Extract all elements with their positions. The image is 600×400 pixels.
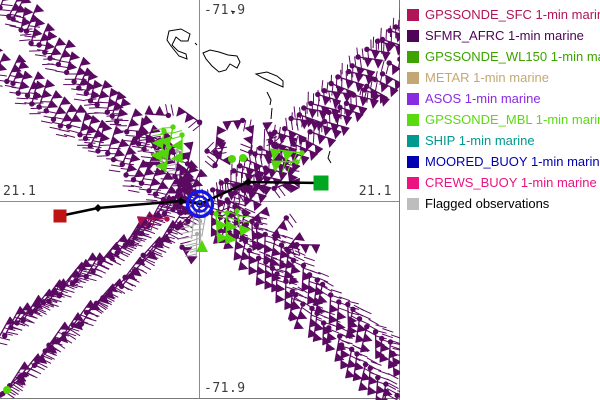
legend-swatch-icon — [407, 134, 419, 147]
legend-item-sfmr-afrc-1-min-marine[interactable]: SFMR_AFRC 1-min marine — [401, 25, 600, 46]
flight-track-line — [53, 175, 329, 223]
legend-label: CREWS_BUOY 1-min marine — [425, 175, 597, 190]
legend-swatch-icon — [407, 71, 419, 84]
legend-label: MOORED_BUOY 1-min marine — [425, 154, 600, 169]
legend-label: GPSSONDE_SFC 1-min marine — [425, 7, 600, 22]
legend-swatch-icon — [407, 176, 419, 189]
legend-item-gpssonde-sfc-1-min-marine[interactable]: GPSSONDE_SFC 1-min marine — [401, 4, 600, 25]
track-end-marker — [313, 175, 329, 191]
legend-item-flagged-observations[interactable]: Flagged observations — [401, 193, 600, 214]
legend-swatch-icon — [407, 8, 419, 21]
legend-label: GPSSONDE_MBL 1-min marine — [425, 112, 600, 127]
legend-label: SHIP 1-min marine — [425, 133, 535, 148]
track-diamond-marker — [244, 178, 252, 186]
legend-item-ship-1-min-marine[interactable]: SHIP 1-min marine — [401, 130, 600, 151]
legend-label: METAR 1-min marine — [425, 70, 550, 85]
legend-item-metar-1-min-marine[interactable]: METAR 1-min marine — [401, 67, 600, 88]
legend-item-gpssonde-wl150-1-min-marine[interactable]: GPSSONDE_WL150 1-min marine — [401, 46, 600, 67]
legend-label: Flagged observations — [425, 196, 550, 211]
legend-swatch-icon — [407, 113, 419, 126]
legend-swatch-icon — [407, 197, 419, 210]
gpssonde-sfc-barbs — [137, 213, 170, 230]
map-plot[interactable]: -71.9 -71.9 21.1 21.1 — [0, 0, 400, 400]
track-diamond-marker — [177, 197, 185, 205]
wind-barb-bands — [0, 0, 400, 400]
legend-swatch-icon — [407, 50, 419, 63]
legend-item-gpssonde-mbl-1-min-marine[interactable]: GPSSONDE_MBL 1-min marine — [401, 109, 600, 130]
legend-swatch-icon — [407, 92, 419, 105]
gpssonde-mbl-barbs — [3, 124, 305, 394]
legend-swatch-icon — [407, 155, 419, 168]
legend-label: ASOS 1-min marine — [425, 91, 541, 106]
storm-center-rings-icon — [185, 189, 215, 219]
grid-lines — [0, 0, 400, 400]
legend-item-crews-buoy-1-min-marine[interactable]: CREWS_BUOY 1-min marine — [401, 172, 600, 193]
track-start-marker — [53, 209, 67, 223]
track-diamond-marker — [94, 204, 102, 212]
legend-panel: GPSSONDE_SFC 1-min marine SFMR_AFRC 1-min… — [401, 4, 600, 214]
legend-swatch-icon — [407, 29, 419, 42]
legend-item-asos-1-min-marine[interactable]: ASOS 1-min marine — [401, 88, 600, 109]
legend-label: SFMR_AFRC 1-min marine — [425, 28, 584, 43]
legend-label: GPSSONDE_WL150 1-min marine — [425, 49, 600, 64]
map-canvas — [0, 0, 400, 400]
legend-item-moored-buoy-1-min-marine[interactable]: MOORED_BUOY 1-min marine — [401, 151, 600, 172]
